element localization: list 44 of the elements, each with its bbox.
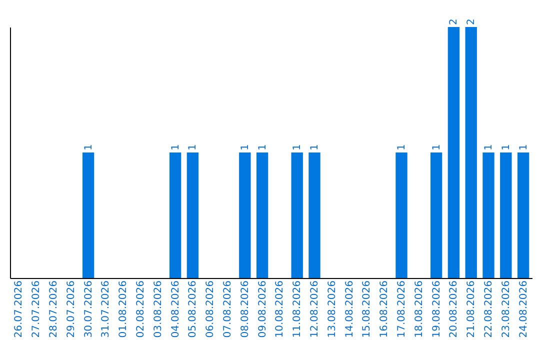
data-label: 1 bbox=[83, 144, 94, 150]
x-tick-label: 10.08.2026 bbox=[274, 280, 286, 338]
x-tick-label: 19.08.2026 bbox=[431, 280, 442, 338]
data-label: 1 bbox=[257, 144, 268, 150]
x-tick-label: 14.08.2026 bbox=[344, 280, 356, 338]
x-tick-label: 12.08.2026 bbox=[310, 280, 320, 338]
x-tick-label: 18.08.2026 bbox=[414, 280, 425, 338]
x-tick-label: 16.08.2026 bbox=[379, 280, 390, 338]
data-label: 1 bbox=[310, 144, 320, 150]
x-tick-label: 29.07.2026 bbox=[66, 280, 77, 338]
x-tick-label: 17.08.2026 bbox=[396, 280, 408, 338]
data-label: 2 bbox=[466, 18, 478, 25]
x-tick-label: 13.08.2026 bbox=[326, 280, 338, 338]
x-tick-label: 02.08.2026 bbox=[136, 280, 146, 338]
data-label: 1 bbox=[518, 144, 530, 150]
x-tick-label: 26.07.2026 bbox=[14, 280, 25, 338]
x-tick-label: 09.08.2026 bbox=[257, 280, 268, 338]
x-tick-label: 11.08.2026 bbox=[292, 280, 304, 338]
x-tick-label: 21.08.2026 bbox=[466, 280, 478, 338]
data-label: 1 bbox=[396, 144, 408, 150]
x-tick-label: 04.08.2026 bbox=[170, 280, 182, 338]
x-tick-label: 24.08.2026 bbox=[518, 280, 530, 338]
x-tick-label: 07.08.2026 bbox=[222, 280, 234, 338]
x-tick-label: 01.08.2026 bbox=[118, 280, 130, 338]
data-label: 1 bbox=[484, 144, 494, 150]
x-tick-label: 05.08.2026 bbox=[188, 280, 199, 338]
data-label: 1 bbox=[431, 144, 442, 150]
x-tick-label: 27.07.2026 bbox=[31, 280, 42, 338]
x-tick-label: 03.08.2026 bbox=[152, 280, 164, 338]
data-label: 1 bbox=[292, 144, 304, 150]
data-label: 1 bbox=[500, 144, 512, 150]
x-tick-label: 22.08.2026 bbox=[484, 280, 494, 338]
x-tick-label: 31.07.2026 bbox=[100, 280, 112, 338]
data-label: 1 bbox=[170, 144, 182, 150]
x-tick-label: 23.08.2026 bbox=[500, 280, 512, 338]
x-tick-label: 15.08.2026 bbox=[362, 280, 373, 338]
data-label: 2 bbox=[448, 18, 460, 25]
data-label: 1 bbox=[240, 144, 251, 150]
x-tick-label: 30.07.2026 bbox=[83, 280, 94, 338]
x-tick-label: 20.08.2026 bbox=[448, 280, 460, 338]
x-tick-label: 08.08.2026 bbox=[240, 280, 251, 338]
x-tick-label: 28.07.2026 bbox=[48, 280, 60, 338]
x-tick-label: 06.08.2026 bbox=[205, 280, 216, 338]
data-label: 1 bbox=[188, 144, 199, 150]
